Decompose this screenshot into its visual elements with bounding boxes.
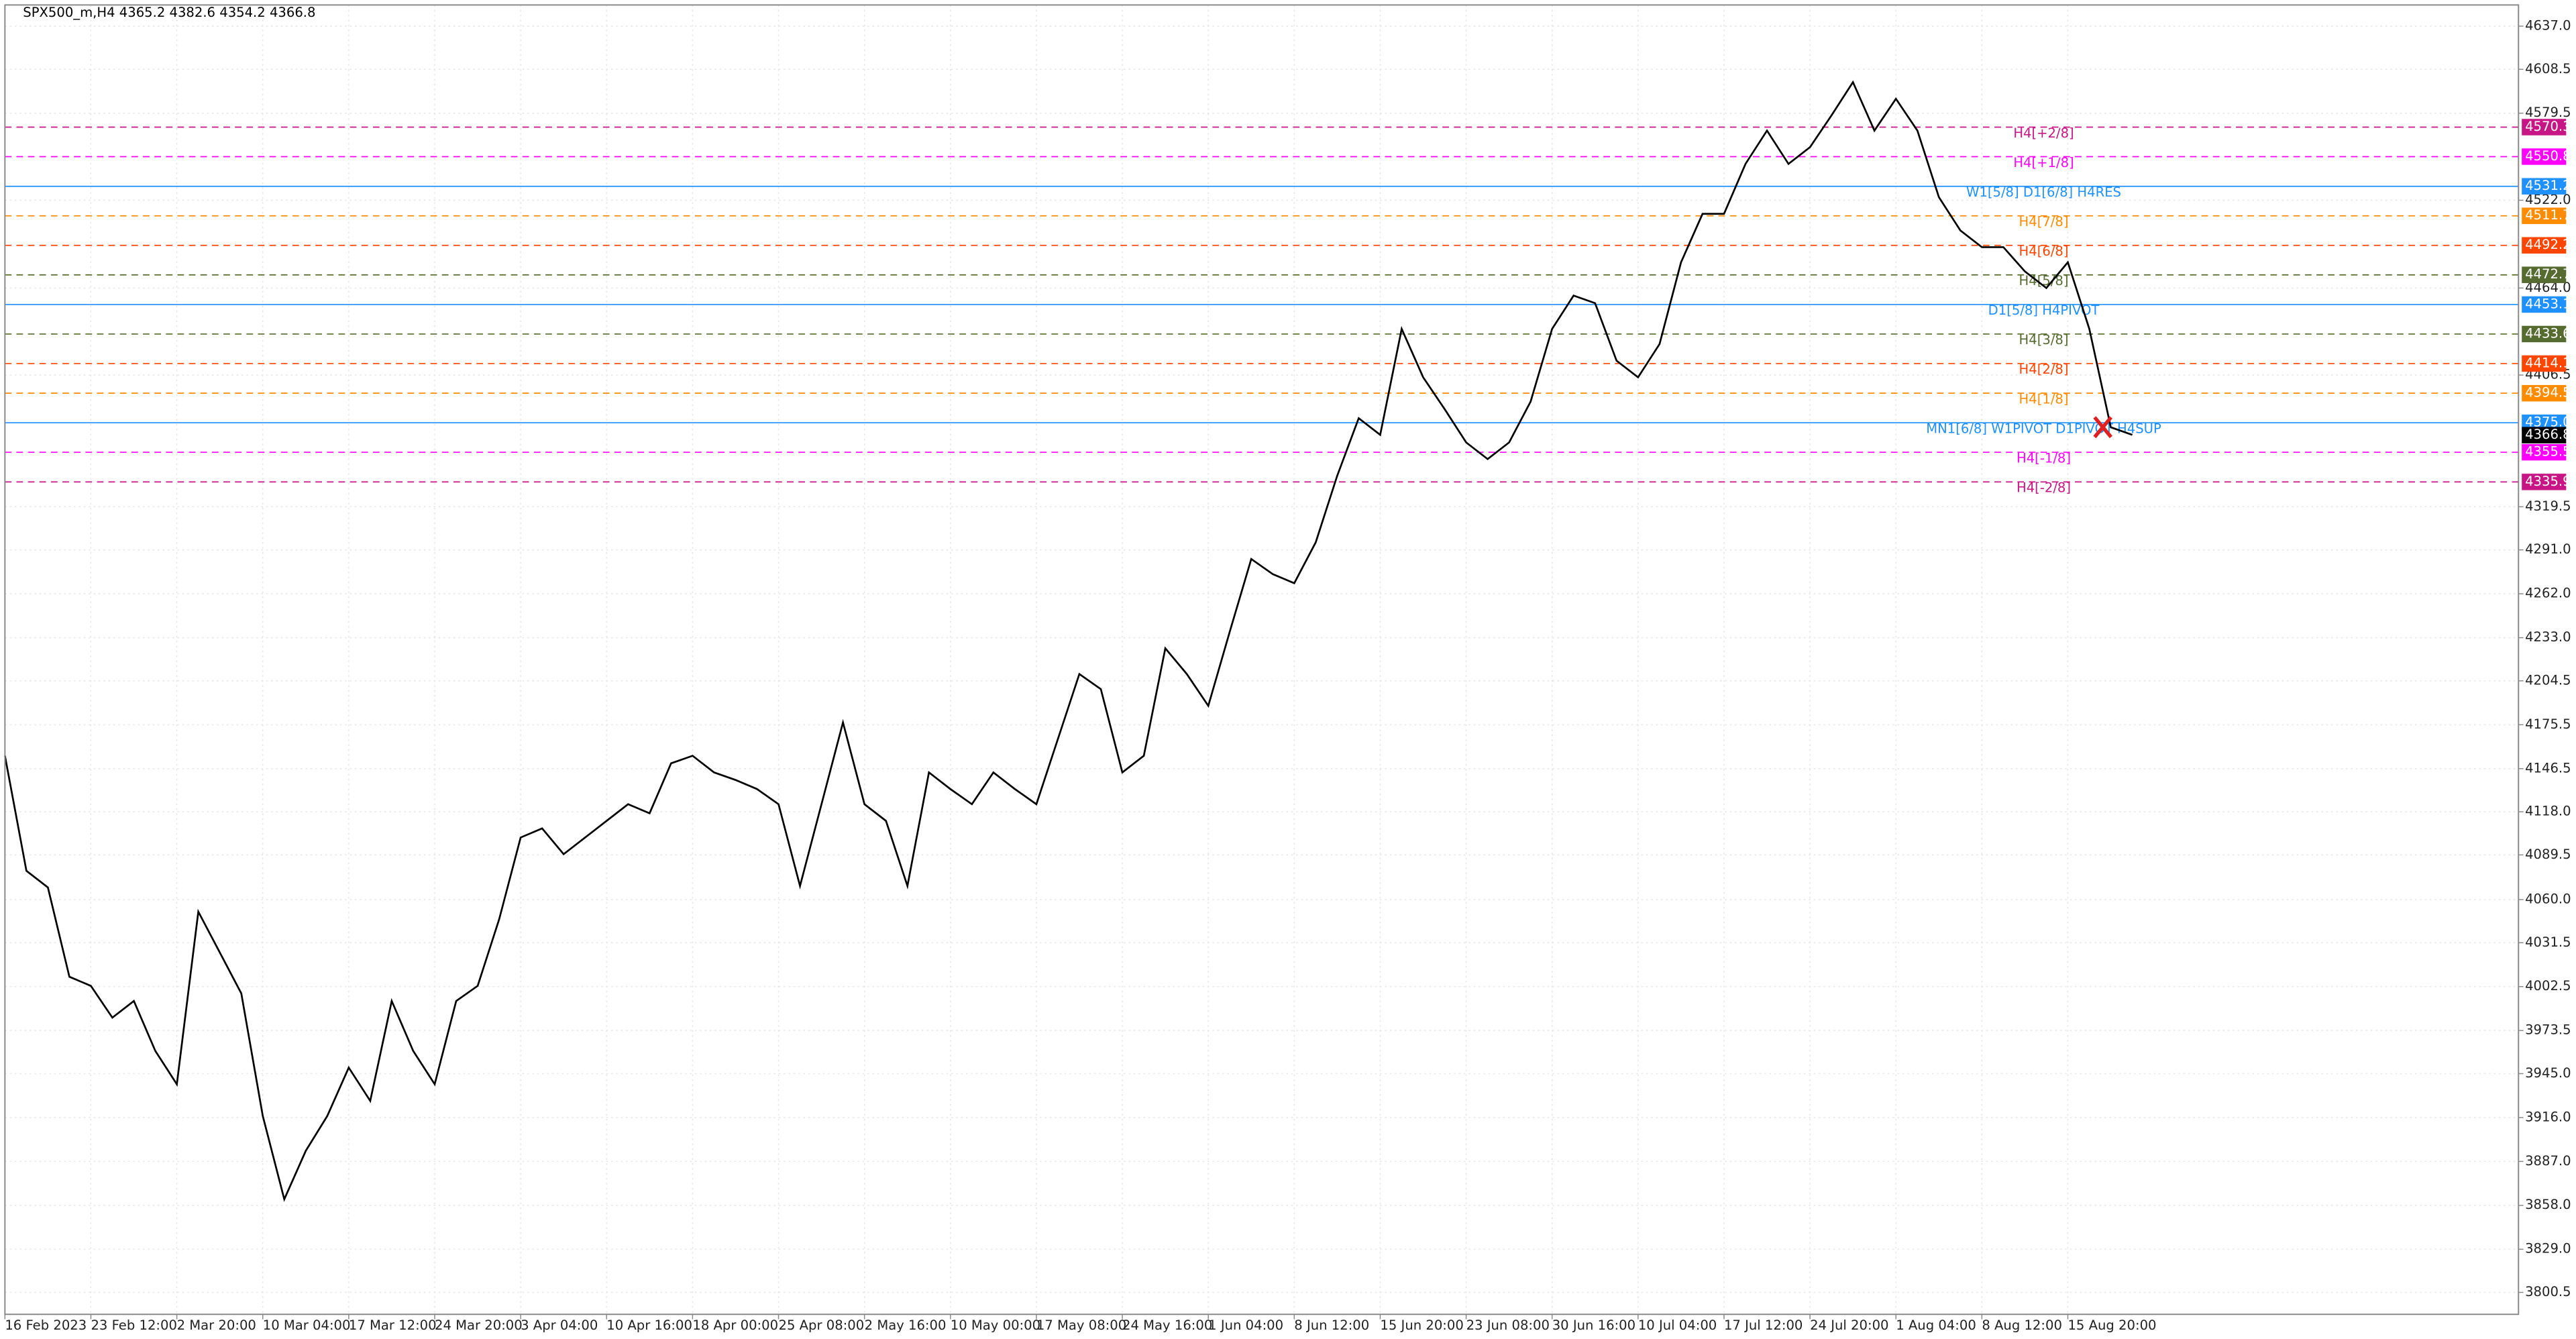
- y-tick-label: 3916.0: [2525, 1109, 2571, 1124]
- x-tick-label: 8 Aug 12:00: [1982, 1318, 2062, 1333]
- price-box-label: 4570.3: [2525, 119, 2571, 134]
- level-label: H4[1/8]: [2019, 391, 2069, 407]
- levels: H4[+2/8] H4[+1/8] W1[5/8] D1[6/8] H4RES H4[…: [5, 125, 2519, 496]
- price-line: [4, 80, 2133, 1202]
- level-label: H4[3/8]: [2019, 332, 2069, 347]
- x-tick-label: 2 May 16:00: [865, 1318, 947, 1333]
- x-tick-label: 10 Jul 04:00: [1638, 1318, 1717, 1333]
- y-tick-label: 3973.5: [2525, 1022, 2571, 1038]
- price-box: [2522, 384, 2567, 402]
- price-box-label: 4355.5: [2525, 444, 2571, 460]
- x-tick-label: 1 Jun 04:00: [1208, 1318, 1283, 1333]
- x-tick-label: 15 Jun 20:00: [1380, 1318, 1463, 1333]
- price-box-label: 4394.5: [2525, 385, 2571, 400]
- price-box: [2522, 266, 2567, 283]
- y-tick-label: 4262.0: [2525, 586, 2571, 601]
- x-tick-label: 30 Jun 16:00: [1552, 1318, 1635, 1333]
- marker: [2093, 416, 2113, 439]
- price-box-label: 4550.8: [2525, 148, 2571, 164]
- y-tick-label: 4146.5: [2525, 760, 2571, 775]
- y-tick-label: 4464.0: [2525, 280, 2571, 295]
- x-tick-label: 10 Apr 16:00: [606, 1318, 692, 1333]
- axes: 4637.04608.54579.54522.04464.04406.54319…: [4, 17, 2571, 1333]
- price-box: [2522, 207, 2567, 224]
- price-box-label: 4335.9: [2525, 474, 2571, 489]
- y-tick-label: 4031.5: [2525, 934, 2571, 950]
- price-box-label: 4414.1: [2525, 355, 2571, 370]
- level-label: H4[-2/8]: [2017, 480, 2071, 496]
- level-label: H4[+1/8]: [2013, 155, 2074, 170]
- y-tick-label: 3858.0: [2525, 1197, 2571, 1212]
- price-box-label: 4492.2: [2525, 237, 2571, 252]
- x-tick-label: 10 May 00:00: [951, 1318, 1040, 1333]
- x-tick-label: 18 Apr 00:00: [692, 1318, 778, 1333]
- y-tick-label: 4175.5: [2525, 716, 2571, 732]
- x-tick-label: 17 Jul 12:00: [1724, 1318, 1803, 1333]
- y-tick-label: 4579.5: [2525, 105, 2571, 120]
- price-box-label: 4511.7: [2525, 207, 2571, 223]
- y-tick-label: 3945.0: [2525, 1065, 2571, 1081]
- x-tick-label: 8 Jun 12:00: [1294, 1318, 1369, 1333]
- price-box: [2522, 443, 2567, 461]
- level-label: H4[6/8]: [2019, 244, 2069, 259]
- level-label: H4[2/8]: [2019, 362, 2069, 377]
- y-tick-label: 3829.0: [2525, 1241, 2571, 1256]
- price-box: [2522, 119, 2567, 136]
- x-tick-label: 15 Aug 20:00: [2068, 1318, 2156, 1333]
- y-tick-label: 3887.0: [2525, 1153, 2571, 1169]
- grid: [4, 5, 2519, 1315]
- x-tick-label: 24 Jul 20:00: [1810, 1318, 1888, 1333]
- x-tick-label: 17 May 08:00: [1036, 1318, 1126, 1333]
- x-tick-label: 23 Feb 12:00: [91, 1318, 176, 1333]
- x-tick-label: 10 Mar 04:00: [263, 1318, 351, 1333]
- price-box: [2522, 148, 2567, 165]
- x-tick-label: 23 Jun 08:00: [1466, 1318, 1550, 1333]
- level-label: W1[5/8] D1[6/8] H4RES: [1966, 184, 2121, 200]
- y-tick-label: 4118.0: [2525, 804, 2571, 819]
- x-tick-label: 24 Mar 20:00: [435, 1318, 523, 1333]
- price-box-label: 4375.0: [2525, 415, 2571, 430]
- y-tick-label: 4291.0: [2525, 541, 2571, 557]
- last-price-box: [2522, 427, 2567, 443]
- y-tick-label: 4233.0: [2525, 629, 2571, 645]
- plot: [4, 80, 2133, 1202]
- x-tick-label: 1 Aug 04:00: [1896, 1318, 1976, 1333]
- price-box: [2522, 296, 2567, 313]
- level-label: D1[5/8] H4PIVOT: [1988, 303, 2100, 318]
- price-box: [2522, 474, 2567, 490]
- price-box-label: 4472.7: [2525, 266, 2571, 282]
- last-price-label: 4366.8: [2525, 427, 2571, 442]
- level-label: H4[7/8]: [2019, 214, 2069, 229]
- x-tick-label: 2 Mar 20:00: [177, 1318, 256, 1333]
- x-tick-label: 17 Mar 12:00: [349, 1318, 437, 1333]
- y-tick-label: 4522.0: [2525, 192, 2571, 207]
- x-tick-label: 25 Apr 08:00: [779, 1318, 865, 1333]
- price-box-label: 4531.2: [2525, 178, 2571, 193]
- price-box: [2522, 237, 2567, 254]
- plot-frame: [4, 4, 2520, 1316]
- price-box-label: 4433.6: [2525, 325, 2571, 341]
- y-tick-label: 4319.5: [2525, 498, 2571, 514]
- x-tick-label: 16 Feb 2023: [5, 1318, 87, 1333]
- y-tick-label: 4608.5: [2525, 61, 2571, 76]
- price-box-label: 4453.1: [2525, 296, 2571, 311]
- x-tick-label: 24 May 16:00: [1122, 1318, 1212, 1333]
- chart-title: SPX500_m,H4 4365.2 4382.6 4354.2 4366.8: [23, 5, 315, 20]
- y-tick-label: 4204.5: [2525, 672, 2571, 688]
- level-label: H4[-1/8]: [2017, 450, 2071, 466]
- level-label: MN1[6/8] W1PIVOT D1PIVOT H4SUP: [1926, 421, 2161, 436]
- y-tick-label: 4002.5: [2525, 978, 2571, 994]
- x-tick-label: 3 Apr 04:00: [521, 1318, 598, 1333]
- y-tick-label: 3800.5: [2525, 1284, 2571, 1299]
- y-tick-label: 4060.0: [2525, 891, 2571, 906]
- level-label: H4[+2/8]: [2013, 125, 2074, 141]
- y-tick-label: 4089.5: [2525, 847, 2571, 862]
- price-box: [2522, 355, 2567, 372]
- price-box: [2522, 325, 2567, 343]
- price-box: [2522, 178, 2567, 195]
- y-tick-label: 4637.0: [2525, 17, 2571, 33]
